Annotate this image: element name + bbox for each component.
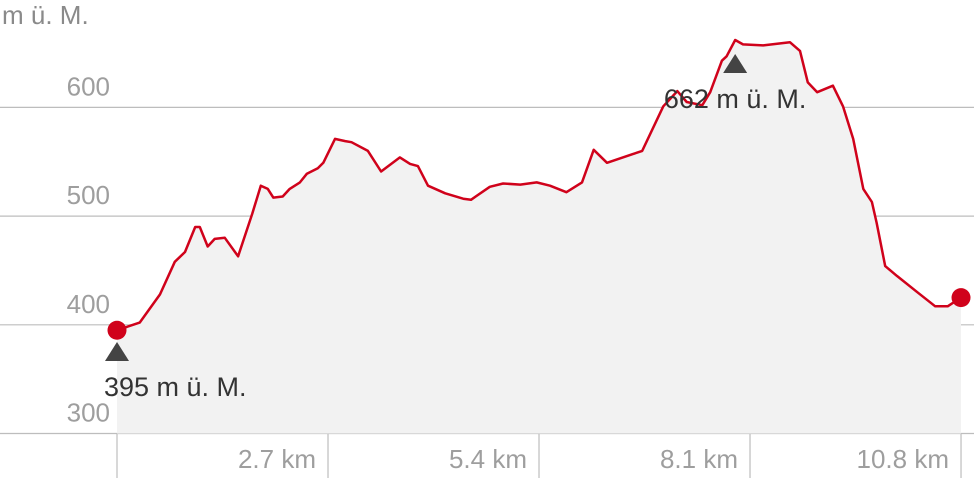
- elevation-line: [116, 38, 962, 332]
- x-tick-label: 5.4 km: [449, 444, 527, 474]
- y-tick-label: 600: [67, 71, 110, 101]
- elevation-area-fill: [117, 40, 962, 434]
- x-tick-label: 8.1 km: [660, 444, 738, 474]
- y-tick-label: 500: [67, 180, 110, 210]
- y-tick-label: 400: [67, 289, 110, 319]
- y-axis-unit-label: m ü. M.: [2, 0, 89, 30]
- x-tick-label: 2.7 km: [238, 444, 316, 474]
- start-point: [107, 320, 127, 340]
- y-tick-label: 300: [67, 398, 110, 428]
- max-elevation-marker-icon: [723, 54, 748, 73]
- max-elevation-label: 662 m ü. M.: [664, 84, 807, 114]
- min-elevation-label: 395 m ü. M.: [104, 372, 247, 402]
- min-elevation-marker-icon: [105, 342, 129, 361]
- end-point: [951, 288, 971, 308]
- x-tick-label: 10.8 km: [857, 444, 950, 474]
